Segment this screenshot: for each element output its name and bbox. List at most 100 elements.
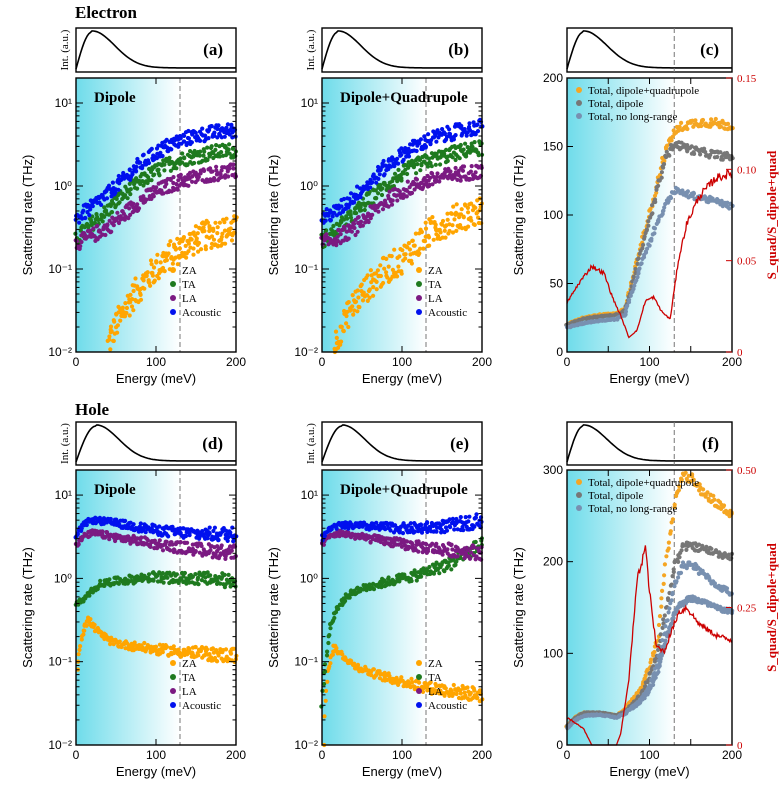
data-point xyxy=(226,147,231,152)
data-point xyxy=(685,143,690,148)
data-point xyxy=(222,220,227,225)
data-point xyxy=(157,642,162,647)
data-point xyxy=(650,211,655,216)
panel-title: Dipole+Quadrupole xyxy=(340,482,468,498)
data-point xyxy=(349,229,354,234)
data-point xyxy=(434,139,439,144)
data-point xyxy=(421,246,426,251)
data-point xyxy=(371,285,376,290)
data-point xyxy=(369,673,374,678)
data-point xyxy=(87,593,92,598)
data-point xyxy=(640,246,645,251)
data-point xyxy=(148,188,154,193)
data-point xyxy=(656,622,662,628)
data-point xyxy=(425,546,431,552)
data-point xyxy=(207,127,212,133)
data-point xyxy=(76,541,81,547)
y-tick-label: 10⁰ xyxy=(300,179,318,193)
data-point xyxy=(178,156,183,161)
data-point xyxy=(409,676,414,681)
data-point xyxy=(713,116,718,122)
data-point xyxy=(347,595,352,600)
data-point xyxy=(388,536,393,542)
data-point xyxy=(128,300,133,305)
data-point xyxy=(426,156,432,161)
y-axis-label: Scattering rate (THz) xyxy=(511,155,526,276)
x-axis-label: Energy (meV) xyxy=(609,371,689,386)
data-point xyxy=(225,538,230,544)
data-point xyxy=(183,533,189,539)
data-point xyxy=(207,652,212,657)
data-point xyxy=(425,164,431,169)
data-point xyxy=(405,171,410,177)
data-point xyxy=(323,669,328,674)
data-point xyxy=(210,646,215,651)
data-point xyxy=(425,529,430,535)
data-point xyxy=(157,524,162,529)
data-point xyxy=(458,223,463,228)
data-point xyxy=(399,675,404,680)
data-point xyxy=(140,163,145,169)
data-point xyxy=(151,194,156,199)
data-point xyxy=(464,154,469,159)
data-point xyxy=(328,218,333,223)
data-point xyxy=(424,542,429,547)
data-point xyxy=(77,246,82,251)
data-point xyxy=(88,617,93,622)
data-point xyxy=(170,542,175,547)
data-point xyxy=(227,142,232,147)
data-point xyxy=(450,230,456,235)
data-point xyxy=(154,260,159,265)
data-point xyxy=(472,524,477,529)
data-point xyxy=(98,229,103,234)
legend-label: ZA xyxy=(428,265,443,277)
data-point xyxy=(430,171,435,176)
y-tick-label: 10⁻¹ xyxy=(48,655,72,669)
data-point xyxy=(205,145,210,150)
data-point xyxy=(386,204,391,209)
data-point xyxy=(157,173,162,178)
data-point xyxy=(428,160,433,166)
data-point xyxy=(355,288,360,293)
data-point xyxy=(422,134,427,139)
data-point xyxy=(205,220,210,225)
series-la xyxy=(73,162,238,251)
legend-label: LA xyxy=(182,293,197,305)
data-point xyxy=(350,304,355,309)
data-point xyxy=(219,150,224,155)
data-point xyxy=(400,531,406,536)
data-point xyxy=(422,239,428,244)
x-tick-label: 200 xyxy=(226,355,246,369)
data-point xyxy=(353,299,359,304)
data-point xyxy=(166,243,172,248)
data-point xyxy=(131,308,136,313)
y-tick-label: 10⁰ xyxy=(54,179,72,193)
data-point xyxy=(205,157,210,163)
data-point xyxy=(115,330,120,335)
data-point xyxy=(631,286,636,292)
data-point xyxy=(349,658,354,664)
data-point xyxy=(336,606,341,612)
data-point xyxy=(142,640,147,646)
data-point xyxy=(426,132,431,137)
data-point xyxy=(197,153,202,158)
data-point xyxy=(139,535,144,540)
data-point xyxy=(346,236,351,241)
data-point xyxy=(213,220,218,225)
data-point xyxy=(679,120,684,125)
panel-label: (c) xyxy=(700,40,719,59)
data-point xyxy=(395,156,400,161)
data-point xyxy=(453,210,459,215)
data-point xyxy=(443,235,448,240)
data-point xyxy=(696,542,702,547)
data-point xyxy=(685,126,690,132)
data-point xyxy=(358,195,363,200)
data-point xyxy=(407,247,412,252)
data-point xyxy=(368,185,373,190)
data-point xyxy=(191,252,196,257)
data-point xyxy=(193,572,198,577)
data-point xyxy=(132,182,137,187)
x-tick-label: 200 xyxy=(226,748,246,762)
data-point xyxy=(87,213,92,218)
data-point xyxy=(709,546,714,551)
